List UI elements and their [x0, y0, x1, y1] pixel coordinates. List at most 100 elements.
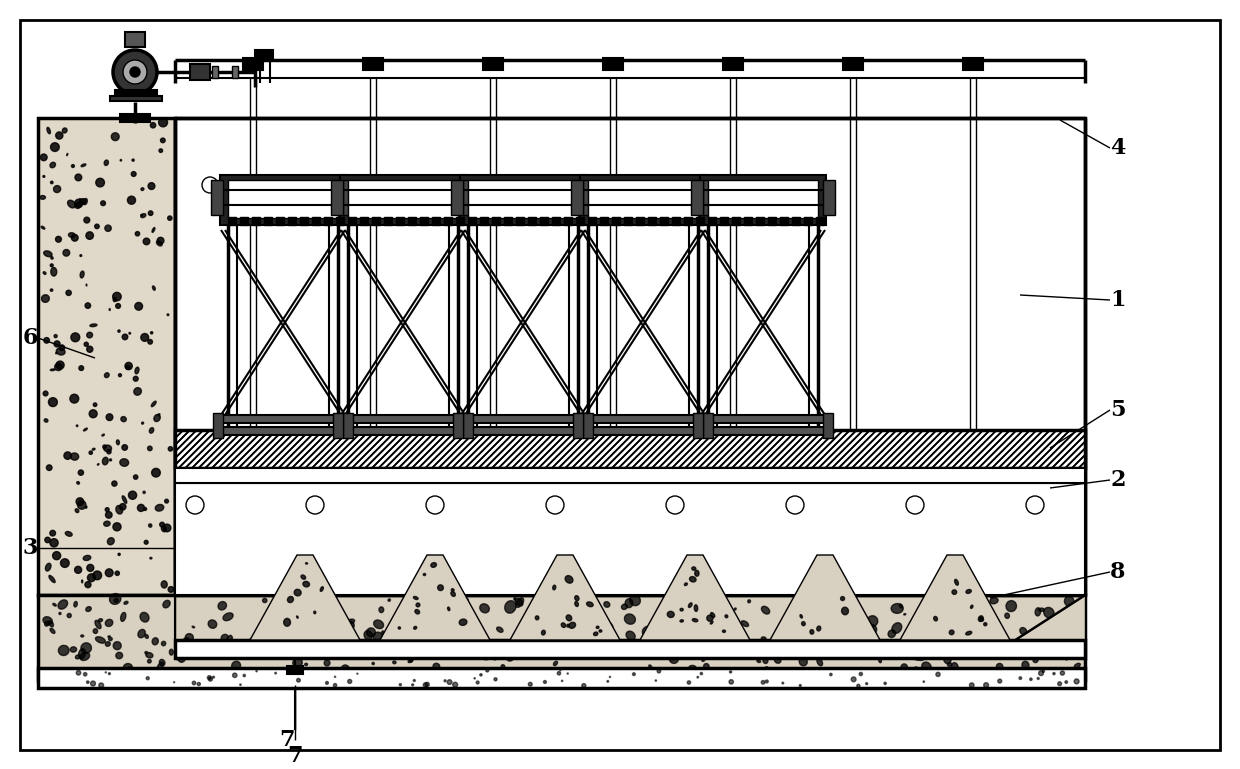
Bar: [636, 217, 644, 225]
Ellipse shape: [686, 602, 694, 608]
Ellipse shape: [83, 428, 87, 431]
Bar: [252, 217, 260, 225]
Bar: [701, 415, 826, 423]
Bar: [456, 217, 464, 225]
Bar: [792, 217, 800, 225]
Ellipse shape: [86, 607, 92, 611]
Ellipse shape: [542, 631, 546, 635]
Circle shape: [453, 682, 458, 687]
Bar: [190, 64, 210, 80]
Bar: [823, 413, 833, 438]
Circle shape: [557, 671, 560, 675]
Ellipse shape: [516, 598, 523, 608]
Circle shape: [84, 342, 88, 346]
Ellipse shape: [408, 657, 414, 663]
Circle shape: [159, 118, 167, 127]
Circle shape: [906, 496, 924, 514]
Circle shape: [169, 587, 174, 592]
Circle shape: [141, 334, 149, 341]
Ellipse shape: [146, 653, 153, 658]
Circle shape: [306, 496, 324, 514]
Ellipse shape: [120, 159, 122, 161]
Ellipse shape: [95, 637, 105, 643]
Ellipse shape: [464, 639, 470, 644]
Ellipse shape: [990, 598, 998, 604]
Ellipse shape: [537, 641, 546, 649]
Bar: [212, 66, 218, 78]
Circle shape: [71, 333, 79, 341]
Circle shape: [150, 331, 153, 334]
Circle shape: [89, 451, 93, 454]
Ellipse shape: [831, 604, 841, 614]
Ellipse shape: [563, 644, 565, 647]
Ellipse shape: [120, 417, 126, 421]
Circle shape: [326, 681, 329, 684]
Bar: [780, 217, 787, 225]
Bar: [243, 58, 263, 70]
Ellipse shape: [516, 598, 523, 606]
Ellipse shape: [249, 638, 258, 646]
Ellipse shape: [365, 631, 372, 640]
Ellipse shape: [114, 598, 118, 602]
Circle shape: [582, 684, 585, 687]
Ellipse shape: [817, 606, 826, 611]
Ellipse shape: [1065, 657, 1066, 660]
Ellipse shape: [677, 671, 681, 674]
Polygon shape: [510, 555, 620, 640]
Circle shape: [701, 672, 703, 674]
Circle shape: [74, 199, 83, 208]
Ellipse shape: [45, 621, 50, 626]
Ellipse shape: [62, 128, 67, 133]
Ellipse shape: [425, 614, 433, 622]
Circle shape: [423, 683, 428, 687]
Bar: [120, 114, 150, 122]
Ellipse shape: [667, 611, 675, 618]
Ellipse shape: [924, 647, 932, 655]
Circle shape: [48, 398, 57, 407]
Text: 3: 3: [22, 537, 38, 559]
Ellipse shape: [951, 663, 959, 672]
Ellipse shape: [711, 613, 714, 618]
Circle shape: [148, 339, 153, 344]
Bar: [539, 217, 548, 225]
Ellipse shape: [702, 652, 704, 655]
Circle shape: [151, 468, 160, 477]
Circle shape: [134, 475, 138, 479]
Circle shape: [50, 531, 56, 536]
Ellipse shape: [1070, 667, 1079, 674]
Circle shape: [76, 498, 83, 505]
Ellipse shape: [763, 657, 768, 664]
Circle shape: [79, 255, 82, 257]
Ellipse shape: [218, 601, 227, 610]
Bar: [768, 217, 776, 225]
Ellipse shape: [867, 616, 878, 627]
Ellipse shape: [801, 621, 805, 626]
Ellipse shape: [55, 363, 62, 371]
Circle shape: [109, 459, 112, 461]
Ellipse shape: [945, 596, 952, 604]
Circle shape: [112, 481, 117, 486]
Ellipse shape: [1040, 653, 1045, 658]
Ellipse shape: [141, 422, 144, 424]
Ellipse shape: [56, 348, 64, 355]
Ellipse shape: [140, 612, 149, 622]
Ellipse shape: [324, 629, 326, 632]
Ellipse shape: [444, 631, 448, 635]
Circle shape: [51, 289, 53, 291]
Circle shape: [88, 574, 95, 581]
Ellipse shape: [86, 506, 87, 508]
Circle shape: [83, 673, 87, 676]
Bar: [816, 217, 825, 225]
Bar: [703, 413, 713, 438]
Ellipse shape: [108, 636, 110, 638]
Ellipse shape: [113, 641, 122, 650]
Bar: [492, 217, 500, 225]
Ellipse shape: [112, 133, 119, 141]
Ellipse shape: [327, 674, 331, 677]
Ellipse shape: [153, 638, 159, 645]
Ellipse shape: [153, 228, 155, 232]
Bar: [175, 483, 1085, 595]
Ellipse shape: [83, 198, 87, 205]
Ellipse shape: [854, 653, 856, 655]
Circle shape: [84, 217, 89, 223]
